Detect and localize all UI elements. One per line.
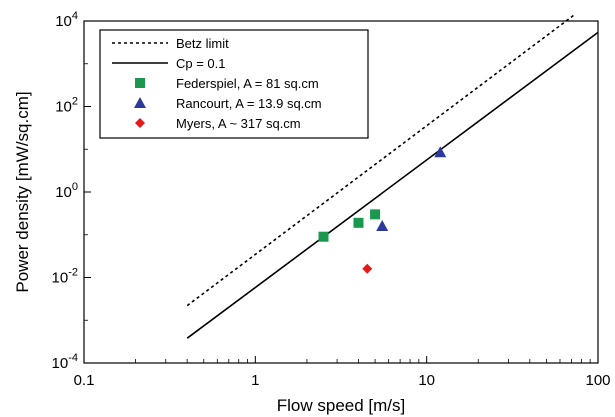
y-axis-title: Power density [mW/sq.cm]: [13, 91, 32, 292]
legend-label-4: Myers, A ~ 317 sq.cm: [176, 116, 301, 131]
legend-swatch-4: [135, 118, 145, 128]
legend-swatch-2: [135, 78, 145, 88]
y-tick-label-3: 102: [55, 96, 78, 116]
legend-swatch-3: [134, 97, 146, 108]
y-tick-label-0: 10-4: [52, 352, 78, 372]
data-point-2-0: [318, 231, 329, 242]
data-point-3-1: [434, 146, 447, 158]
data-point-3-0: [376, 220, 389, 232]
legend-label-2: Federspiel, A = 81 sq.cm: [176, 76, 319, 91]
data-point-2-1: [353, 217, 364, 228]
x-axis-title: Flow speed [m/s]: [277, 396, 406, 415]
y-tick-label-4: 104: [55, 10, 78, 30]
legend-label-1: Cp = 0.1: [176, 56, 226, 71]
data-point-2-2: [370, 209, 381, 220]
x-tick-label-3: 100: [585, 372, 610, 389]
y-tick-label-2: 100: [55, 181, 78, 201]
tick-layer: 0.1 1 10 100 10-4 10-2 100 102 104: [52, 10, 611, 389]
series-line-0: [186, 14, 575, 307]
x-tick-label-2: 10: [418, 372, 435, 389]
x-tick-label-1: 1: [251, 372, 259, 389]
x-tick-label-0: 0.1: [74, 372, 95, 389]
legend-label-3: Rancourt, A = 13.9 sq.cm: [176, 96, 322, 111]
legend: Betz limit Cp = 0.1 Federspiel, A = 81 sq.…: [99, 29, 369, 139]
data-point-4-0: [362, 263, 373, 274]
series-line-1: [186, 31, 599, 339]
y-tick-label-1: 10-2: [52, 267, 78, 287]
legend-label-0: Betz limit: [176, 36, 229, 51]
series-layer: [186, 14, 599, 339]
